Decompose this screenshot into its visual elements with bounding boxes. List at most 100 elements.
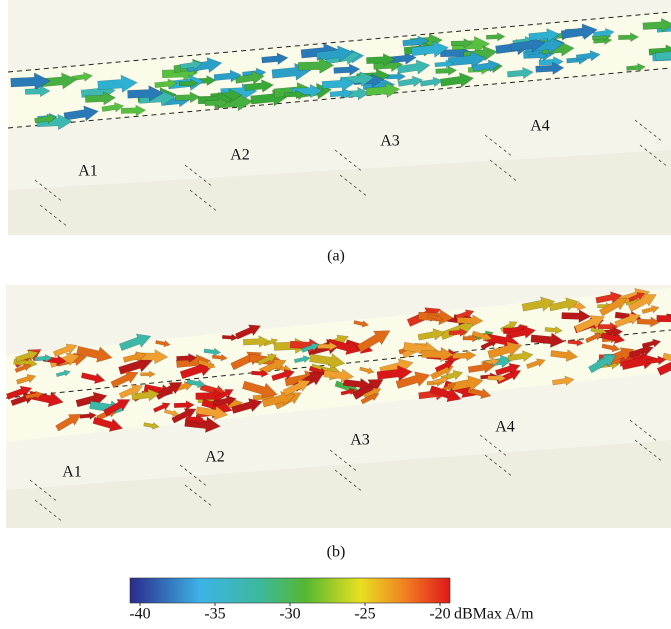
arrow bbox=[118, 357, 153, 375]
arrow bbox=[575, 50, 601, 62]
panel-b bbox=[5, 285, 671, 528]
band-edge bbox=[7, 11, 671, 73]
arrow bbox=[548, 297, 579, 312]
arrow bbox=[471, 330, 493, 342]
antenna-label: A1 bbox=[62, 464, 82, 481]
arrow bbox=[80, 372, 106, 384]
arrow bbox=[340, 387, 357, 396]
arrow bbox=[601, 343, 621, 353]
arrow bbox=[636, 316, 661, 328]
arrow bbox=[25, 390, 44, 400]
arrow bbox=[417, 328, 446, 341]
arrow bbox=[261, 52, 289, 65]
arrow bbox=[526, 358, 546, 369]
arrow bbox=[614, 313, 641, 328]
caption: (b) bbox=[327, 544, 346, 561]
arrow bbox=[243, 335, 271, 348]
arrow bbox=[561, 309, 592, 323]
arrow bbox=[16, 374, 37, 385]
antenna-label: A4 bbox=[495, 419, 515, 436]
arrow bbox=[261, 391, 296, 408]
arrow bbox=[435, 65, 458, 76]
arrow bbox=[127, 85, 164, 102]
arrow bbox=[317, 341, 338, 352]
arrow bbox=[452, 349, 477, 362]
arrow bbox=[55, 369, 71, 378]
arrow bbox=[588, 354, 617, 374]
arrow bbox=[14, 363, 32, 373]
arrow bbox=[176, 353, 198, 363]
arrow bbox=[495, 369, 522, 385]
arrow bbox=[178, 78, 199, 88]
arrow bbox=[628, 344, 654, 358]
arrows bbox=[6, 288, 671, 433]
arrow bbox=[154, 78, 178, 90]
arrow bbox=[432, 376, 449, 385]
arrow bbox=[359, 366, 375, 375]
arrow bbox=[173, 400, 195, 410]
arrow bbox=[131, 388, 160, 402]
arrow bbox=[342, 377, 372, 391]
arrow bbox=[101, 102, 125, 113]
arrow bbox=[297, 57, 335, 74]
arrow bbox=[179, 59, 203, 71]
band-edge bbox=[7, 67, 671, 129]
arrow bbox=[467, 387, 492, 399]
arrow bbox=[365, 82, 401, 99]
arrow bbox=[197, 359, 216, 369]
arrow bbox=[646, 355, 667, 366]
arrow bbox=[410, 40, 449, 58]
arrow bbox=[234, 324, 262, 340]
panel-a bbox=[7, 0, 671, 235]
arrow bbox=[321, 76, 356, 92]
caption: (a) bbox=[327, 248, 345, 265]
arrow bbox=[174, 91, 201, 104]
arrow bbox=[419, 76, 443, 88]
arrow bbox=[257, 353, 278, 366]
arrow bbox=[448, 328, 468, 337]
arrow bbox=[363, 387, 382, 399]
arrow bbox=[618, 32, 640, 43]
arrow bbox=[152, 402, 171, 413]
arrow bbox=[530, 332, 565, 348]
arrow bbox=[244, 79, 274, 93]
arrow bbox=[560, 23, 598, 40]
arrow bbox=[462, 334, 480, 343]
structure bbox=[6, 440, 671, 528]
arrow bbox=[535, 61, 565, 75]
arrow bbox=[351, 379, 384, 400]
labels: A1 A2 A3 A4 (a) A1 A2 A3 A4 (b) bbox=[62, 118, 550, 561]
arrow bbox=[567, 338, 584, 347]
tick-label: -20 bbox=[429, 606, 450, 623]
arrow bbox=[34, 354, 53, 363]
arrow bbox=[242, 380, 278, 399]
tick-label: -35 bbox=[204, 606, 225, 623]
arrow bbox=[487, 373, 507, 383]
arrow bbox=[155, 340, 171, 348]
arrow bbox=[627, 294, 657, 312]
arrow bbox=[92, 416, 124, 432]
arrow bbox=[544, 325, 563, 335]
arrow bbox=[118, 384, 144, 399]
arrow bbox=[271, 369, 295, 382]
tick-label: -25 bbox=[354, 606, 375, 623]
arrow bbox=[186, 57, 223, 74]
antenna-label: A2 bbox=[230, 147, 250, 164]
arrow bbox=[595, 291, 623, 304]
arrow bbox=[234, 71, 265, 85]
arrow bbox=[395, 371, 431, 389]
arrow bbox=[434, 59, 455, 69]
arrow bbox=[171, 408, 197, 424]
arrow bbox=[642, 17, 671, 33]
arrow bbox=[456, 314, 484, 327]
arrow bbox=[376, 365, 413, 382]
arrow bbox=[120, 104, 147, 117]
arrow bbox=[388, 51, 417, 65]
arrow bbox=[185, 414, 204, 423]
arrow bbox=[6, 385, 33, 400]
colorbar bbox=[129, 577, 451, 604]
arrow bbox=[552, 375, 575, 386]
arrow bbox=[507, 350, 534, 362]
arrow bbox=[140, 370, 156, 378]
antenna-label: A3 bbox=[380, 133, 400, 150]
